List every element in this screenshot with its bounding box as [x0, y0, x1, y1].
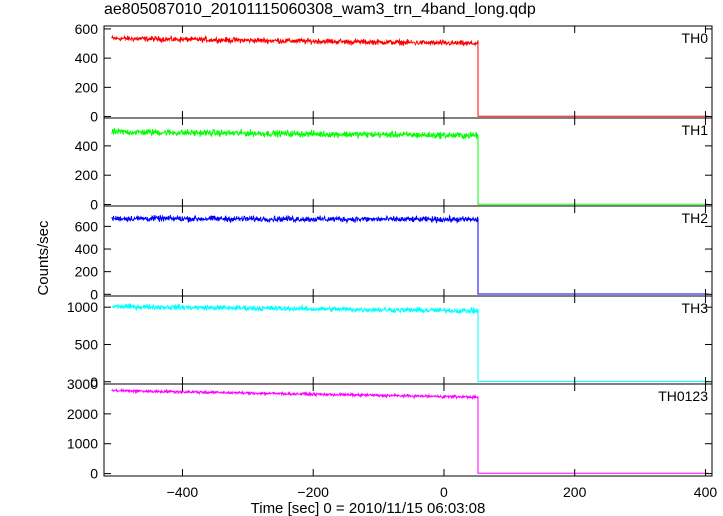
labels-layer: 0 200 400 600 TH0 0 200 400 TH1 0 200 400 600 TH2 0 500… [35, 21, 717, 516]
y-tick-label: 500 [75, 336, 99, 352]
y-tick-label: 0 [90, 466, 98, 482]
y-tick-label: 0 [90, 286, 98, 302]
y-tick-label: 3000 [67, 376, 98, 392]
y-tick-label: 600 [75, 21, 99, 37]
series-line-th0 [111, 34, 709, 117]
y-tick-label: 400 [75, 50, 99, 66]
y-tick-label: 0 [90, 109, 98, 125]
x-tick-label: 0 [440, 484, 448, 500]
panel-label-th0123: TH0123 [658, 388, 708, 404]
y-tick-label: 1000 [67, 436, 98, 452]
x-axis-label: Time [sec] 0 = 2010/11/15 06:03:08 [251, 500, 486, 516]
panel-label-th1: TH1 [682, 122, 709, 138]
y-tick-label: 600 [75, 218, 99, 234]
axes-layer [103, 25, 713, 477]
panel-label-th3: TH3 [682, 300, 709, 316]
x-tick-label: −200 [297, 484, 329, 500]
x-tick-label: 400 [694, 484, 718, 500]
series-line-th0123 [111, 387, 709, 474]
y-tick-label: 2000 [67, 406, 98, 422]
y-tick-label: 0 [90, 197, 98, 213]
series-layer [111, 34, 709, 474]
series-line-th1 [111, 127, 709, 205]
y-tick-label: 1000 [67, 299, 98, 315]
y-axis-label: Counts/sec [35, 220, 52, 296]
x-tick-label: 200 [563, 484, 587, 500]
y-tick-label: 200 [75, 264, 99, 280]
y-tick-label: 200 [75, 79, 99, 95]
series-line-th2 [111, 214, 709, 295]
y-tick-label: 0 [90, 374, 98, 390]
series-line-th3 [111, 302, 709, 382]
y-tick-label: 200 [75, 167, 99, 183]
panel-label-th0: TH0 [682, 30, 709, 46]
panel-frame-th0123 [103, 383, 713, 477]
y-tick-label: 400 [75, 138, 99, 154]
x-tick-label: −400 [167, 484, 199, 500]
chart-title: ae805087010_20101115060308_wam3_trn_4ban… [104, 1, 536, 18]
y-tick-label: 400 [75, 241, 99, 257]
panel-label-th2: TH2 [682, 210, 709, 226]
